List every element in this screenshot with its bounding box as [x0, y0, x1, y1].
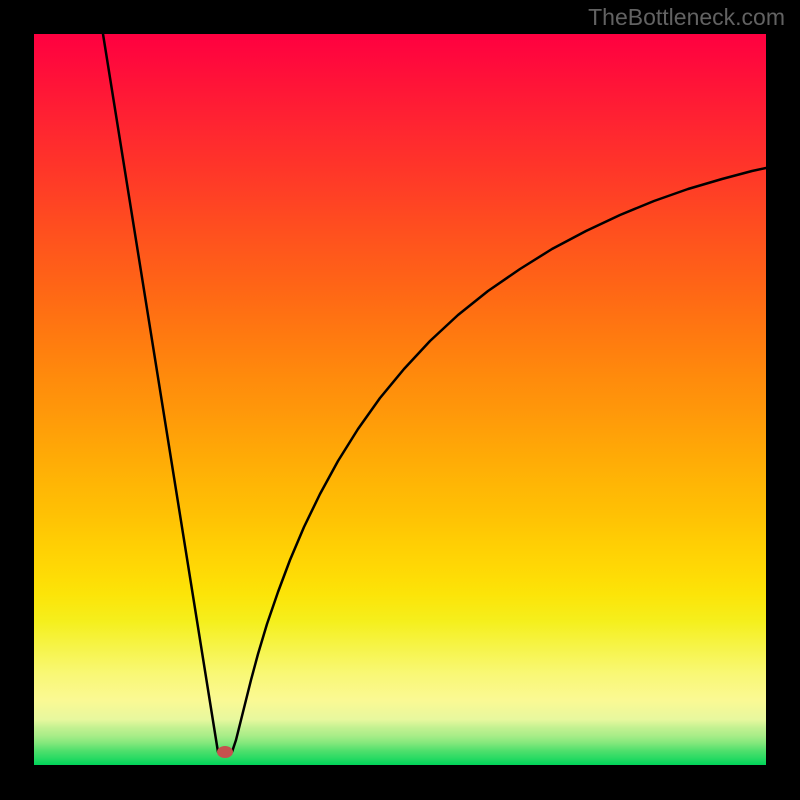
chart-svg: [34, 34, 766, 765]
dip-marker: [217, 746, 233, 758]
frame-bottom: [0, 765, 800, 800]
watermark-text: TheBottleneck.com: [588, 4, 785, 31]
frame-right: [766, 0, 800, 800]
frame-left: [0, 0, 34, 800]
plot-area: [34, 34, 766, 765]
gradient-bg: [34, 34, 766, 765]
